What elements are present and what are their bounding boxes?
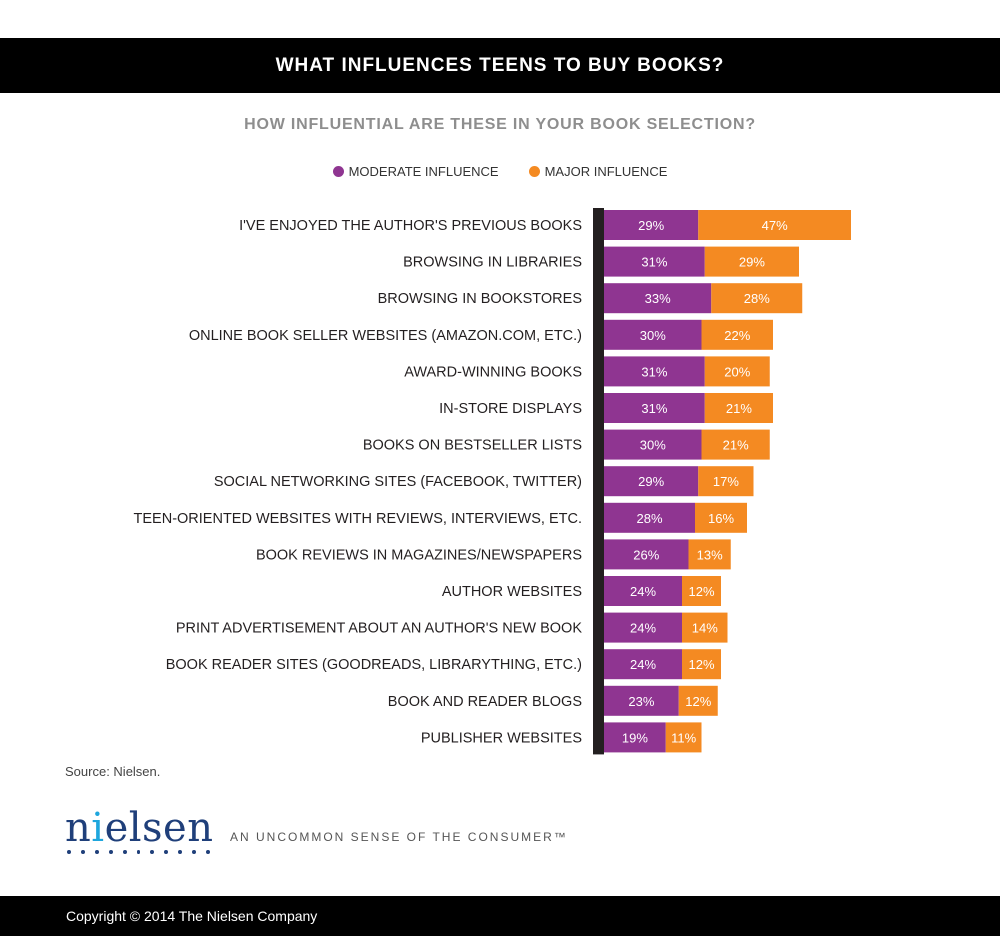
copyright-text: Copyright © 2014 The Nielsen Company (66, 908, 318, 924)
bar-major (688, 539, 731, 570)
category-label: BOOKS ON BESTSELLER LISTS (363, 438, 582, 454)
data-label-major: 21% (726, 401, 752, 416)
category-label: BOOK AND READER BLOGS (388, 694, 582, 710)
legend-swatch-moderate (332, 166, 344, 177)
bar-major (698, 210, 851, 240)
legend-label-major: MAJOR INFLUENCE (544, 164, 668, 179)
nielsen-logo-text: nielsen (65, 805, 214, 851)
data-label-moderate: 24% (630, 584, 656, 599)
data-label-major: 29% (739, 255, 765, 270)
legend-label-moderate: MODERATE INFLUENCE (348, 164, 499, 179)
chart-title: WHAT INFLUENCES TEENS TO BUY BOOKS? (275, 54, 725, 76)
chart-subtitle: HOW INFLUENTIAL ARE THESE IN YOUR BOOK S… (244, 116, 756, 133)
bar-moderate (604, 466, 699, 497)
bar-major (682, 649, 721, 680)
data-label-moderate: 19% (622, 730, 648, 745)
data-label-major: 17% (713, 474, 739, 489)
data-label-moderate: 31% (641, 364, 667, 379)
bar-moderate (604, 539, 689, 570)
bar-moderate (604, 429, 702, 460)
data-label-moderate: 24% (630, 657, 656, 672)
legend-swatch-major (528, 166, 540, 177)
category-label: AUTHOR WEBSITES (442, 584, 582, 600)
bar-major (665, 722, 702, 753)
tagline: AN UNCOMMON SENSE OF THE CONSUMER™ (230, 830, 568, 844)
data-label-major: 28% (744, 291, 770, 306)
y-axis-line (593, 208, 604, 755)
data-label-moderate: 29% (638, 218, 664, 233)
nielsen-logo-dots (65, 850, 210, 854)
bar-moderate (604, 685, 679, 716)
bar-moderate (604, 722, 666, 753)
data-label-major: 16% (708, 511, 734, 526)
data-label-moderate: 31% (641, 401, 667, 416)
data-label-moderate: 29% (638, 474, 664, 489)
data-label-major: 12% (688, 657, 714, 672)
data-label-moderate: 33% (645, 291, 671, 306)
data-label-major: 47% (762, 218, 788, 233)
data-label-moderate: 26% (633, 547, 659, 562)
bar-major (701, 429, 770, 460)
data-label-major: 14% (692, 621, 718, 636)
data-label-moderate: 28% (636, 511, 662, 526)
source-note: Source: Nielsen. (65, 764, 161, 779)
bar-major (704, 246, 799, 277)
category-label: IN-STORE DISPLAYS (439, 401, 582, 417)
data-label-major: 21% (723, 438, 749, 453)
bar-moderate (604, 649, 682, 680)
category-label: TEEN-ORIENTED WEBSITES WITH REVIEWS, INT… (134, 511, 582, 527)
bar-major (711, 283, 803, 314)
category-label: BROWSING IN BOOKSTORES (378, 291, 582, 307)
category-label: PRINT ADVERTISEMENT ABOUT AN AUTHOR'S NE… (176, 621, 582, 637)
bar-major (695, 502, 747, 533)
category-label: SOCIAL NETWORKING SITES (FACEBOOK, TWITT… (214, 474, 582, 490)
data-label-moderate: 30% (640, 328, 666, 343)
legend-item-moderate: MODERATE INFLUENCE (332, 164, 499, 179)
category-label: AWARD-WINNING BOOKS (404, 364, 582, 380)
bar-chart: I'VE ENJOYED THE AUTHOR'S PREVIOUS BOOKS… (134, 208, 851, 755)
bar-moderate (604, 612, 682, 643)
bar-moderate (604, 283, 712, 314)
category-label: BROWSING IN LIBRARIES (403, 255, 582, 271)
data-label-major: 12% (685, 694, 711, 709)
bar-major (678, 685, 718, 716)
category-label: PUBLISHER WEBSITES (421, 730, 582, 746)
data-label-major: 12% (688, 584, 714, 599)
data-label-major: 13% (697, 547, 723, 562)
data-label-moderate: 30% (640, 438, 666, 453)
bar-moderate (604, 356, 705, 387)
bar-major (682, 576, 721, 606)
data-label-major: 20% (724, 364, 750, 379)
category-label: I'VE ENJOYED THE AUTHOR'S PREVIOUS BOOKS (239, 218, 582, 234)
bar-moderate (604, 576, 682, 606)
category-label: ONLINE BOOK SELLER WEBSITES (AMAZON.COM,… (189, 328, 582, 344)
data-label-moderate: 24% (630, 621, 656, 636)
data-label-major: 22% (724, 328, 750, 343)
category-label: BOOK READER SITES (GOODREADS, LIBRARYTHI… (166, 657, 582, 673)
bar-moderate (604, 393, 705, 423)
bar-major (704, 393, 773, 423)
category-label: BOOK REVIEWS IN MAGAZINES/NEWSPAPERS (256, 547, 582, 563)
copyright-bar: Copyright © 2014 The Nielsen Company (0, 896, 1000, 936)
bar-moderate (604, 502, 695, 533)
data-label-major: 11% (671, 730, 696, 745)
bar-major (704, 356, 770, 387)
bar-major (682, 612, 728, 643)
chart-title-bar: WHAT INFLUENCES TEENS TO BUY BOOKS? (0, 38, 1000, 93)
bar-moderate (604, 210, 699, 240)
nielsen-logo: nielsen (65, 805, 214, 854)
chart-legend: MODERATE INFLUENCE MAJOR INFLUENCE (0, 164, 1000, 179)
bar-moderate (604, 246, 705, 277)
legend-item-major: MAJOR INFLUENCE (528, 164, 668, 179)
bar-major (698, 466, 754, 497)
data-label-moderate: 31% (641, 255, 667, 270)
bar-moderate (604, 319, 702, 350)
bar-major (701, 319, 773, 350)
data-label-moderate: 23% (628, 694, 654, 709)
